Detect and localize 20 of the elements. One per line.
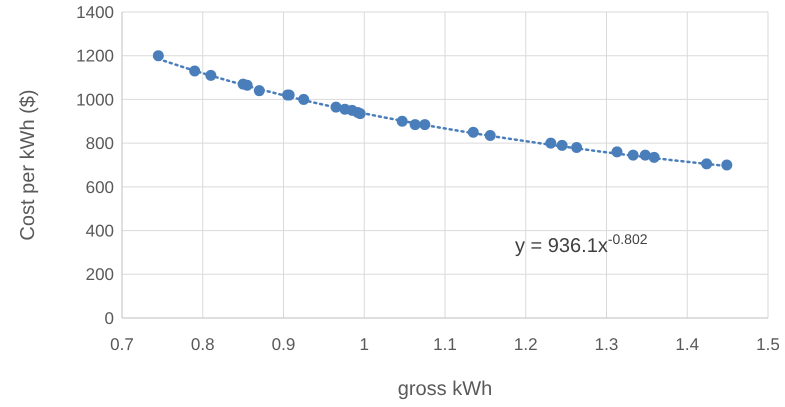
y-axis-title: Cost per kWh ($) <box>17 89 39 241</box>
y-tick-label: 600 <box>86 178 114 197</box>
x-tick-label: 1.2 <box>514 335 538 354</box>
x-tick-label: 1.5 <box>756 335 780 354</box>
y-tick-label: 0 <box>104 308 114 328</box>
x-tick-label: 1.3 <box>594 335 618 354</box>
x-tick-label: 1.4 <box>675 335 700 354</box>
y-tick-label: 1000 <box>76 90 114 110</box>
x-tick-label: 0.9 <box>272 335 296 354</box>
x-axis-title: gross kWh <box>398 378 492 400</box>
y-tick-label: 800 <box>86 134 114 154</box>
x-tick-label: 0.7 <box>110 335 134 354</box>
x-tick-label: 1.1 <box>433 335 457 354</box>
y-tick-label: 1200 <box>76 46 114 66</box>
annotation: y = 936.1x$^{-0.802}$ <box>515 231 648 257</box>
y-tick-label: 400 <box>86 222 114 241</box>
x-tick-label: 1 <box>360 335 369 354</box>
x-tick-label: 0.8 <box>190 335 215 354</box>
y-tick-label: 1400 <box>76 2 114 22</box>
y-tick-label: 200 <box>86 265 114 284</box>
